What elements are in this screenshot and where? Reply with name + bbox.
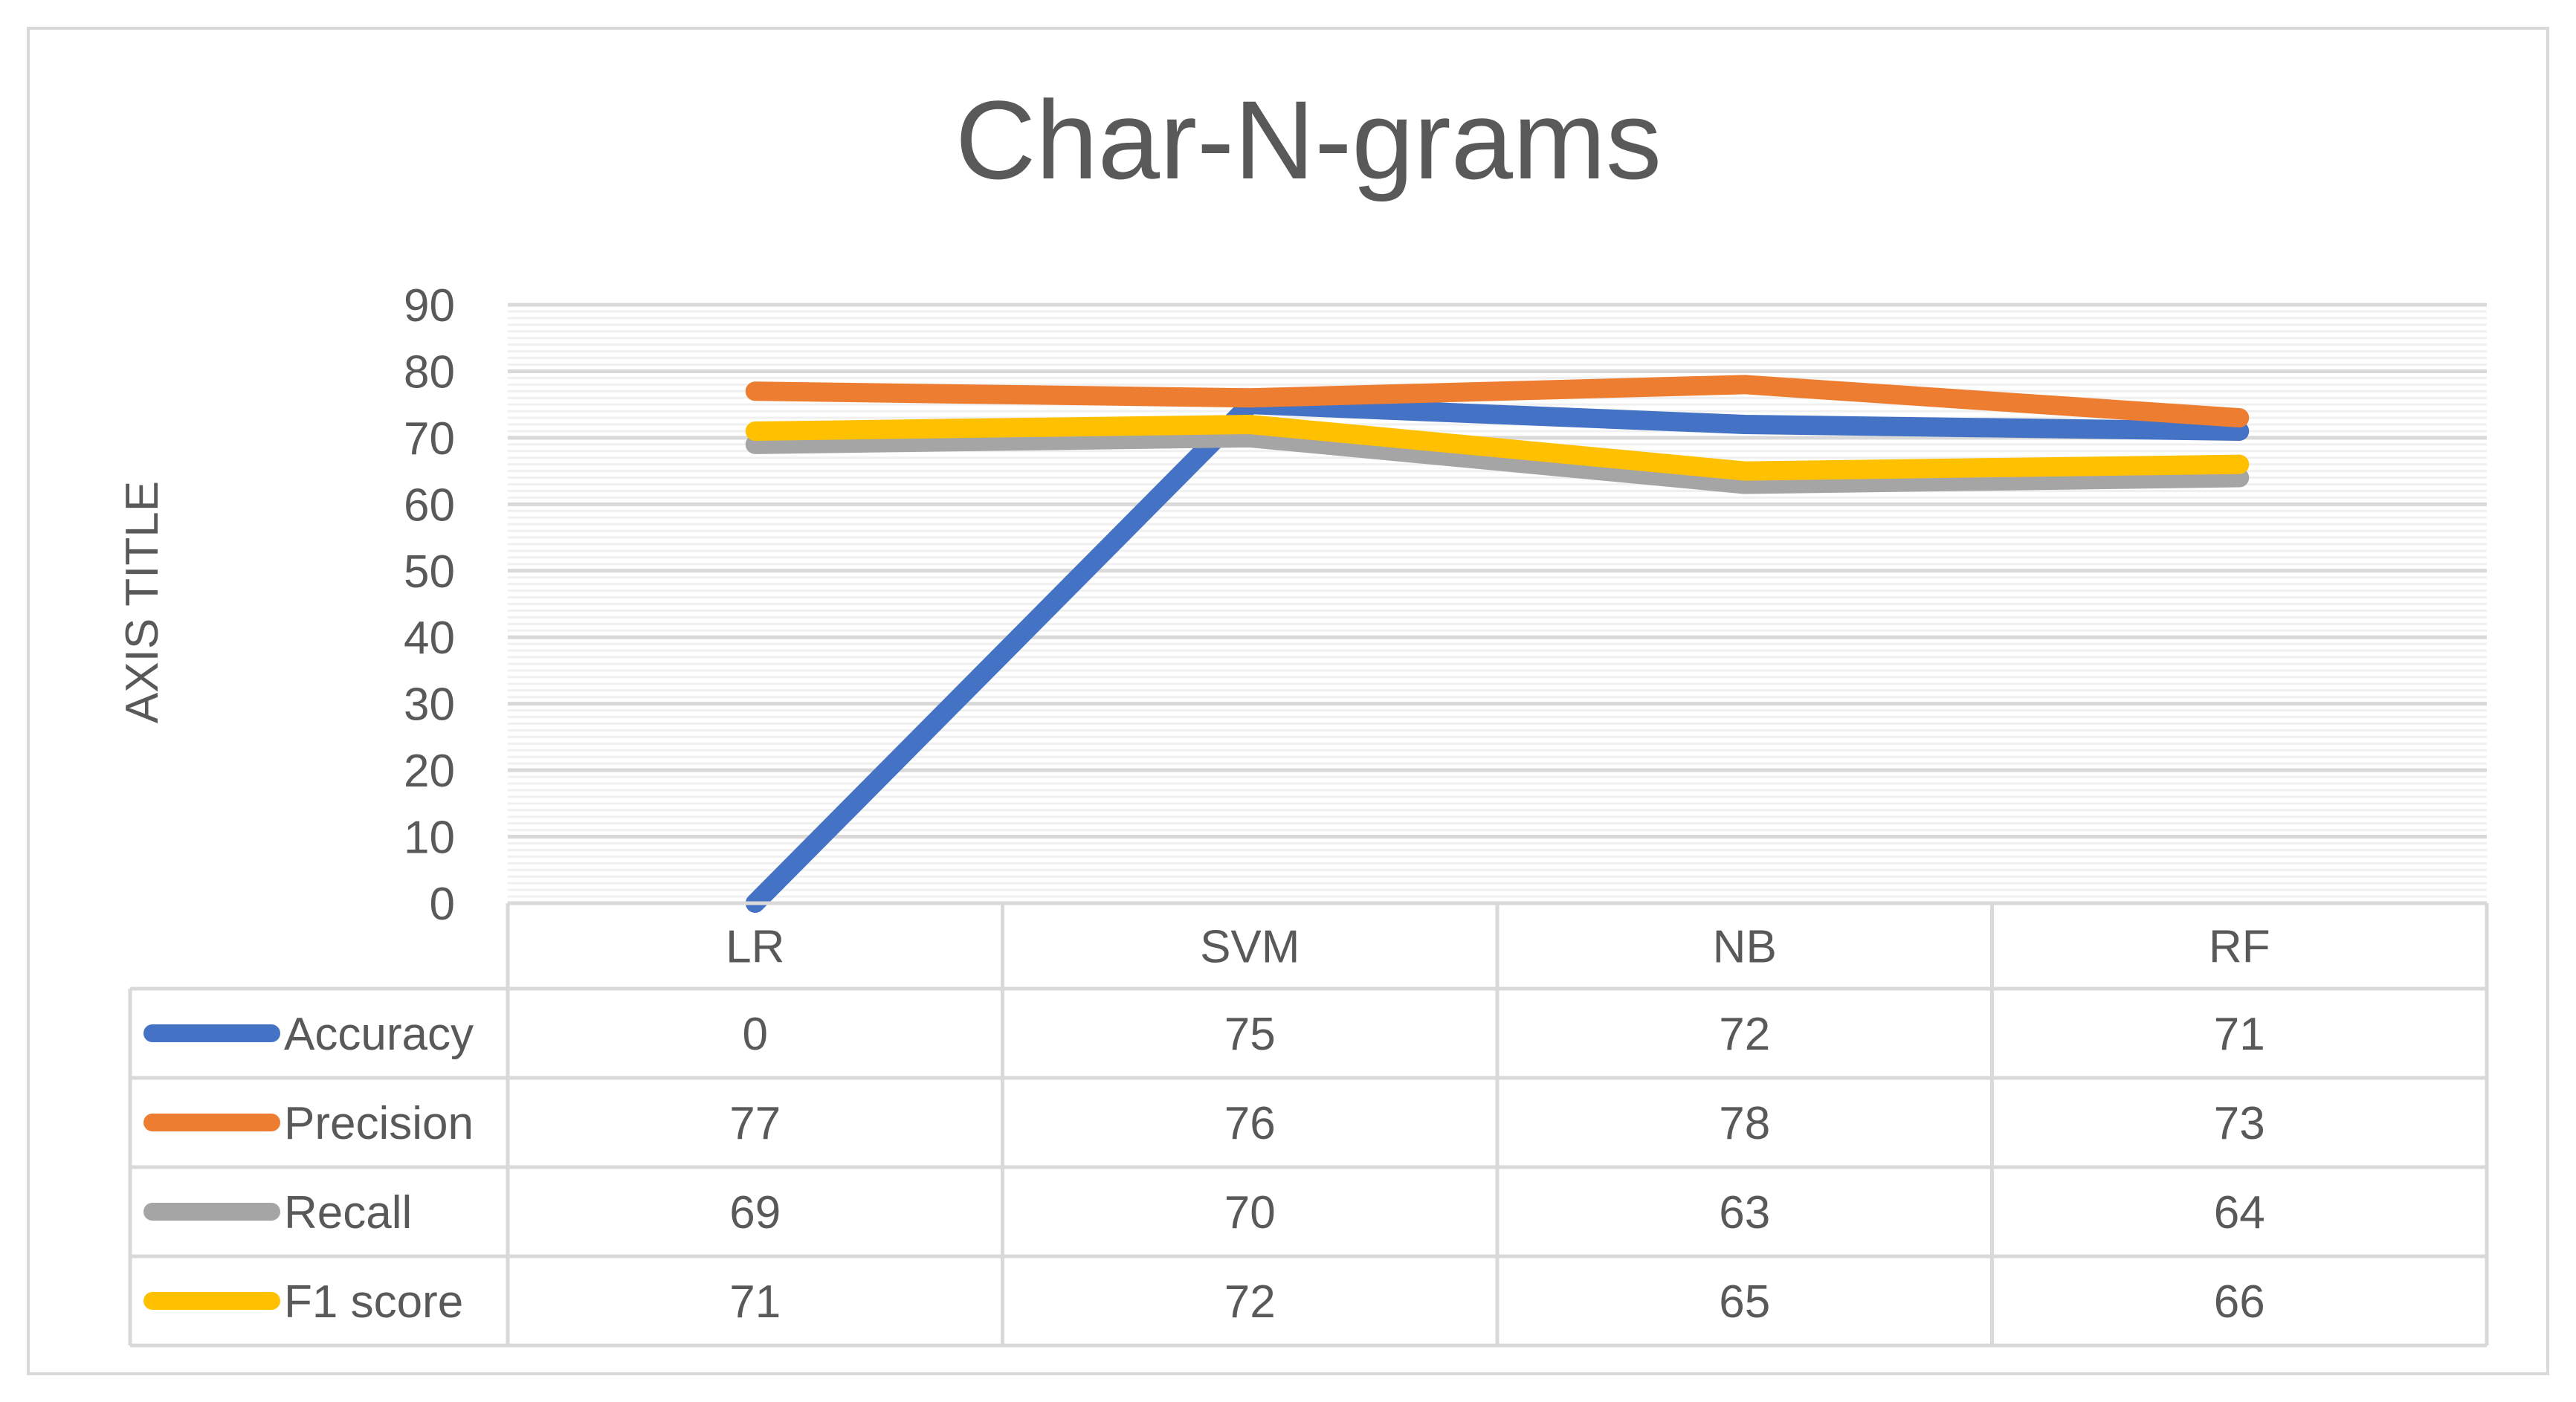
y-tick-label: 20 [404,746,455,797]
y-tick-label: 10 [404,813,455,864]
y-tick-label: 40 [404,613,455,664]
data-table-value: 73 [2214,1098,2265,1149]
data-table: LR SVM NB RF Accuracy 0 75 72 71 Precision 77 76 78 7… [128,901,2489,1348]
y-tick-label: 60 [404,479,455,531]
x-category-label: SVM [1200,922,1300,973]
data-point [2238,477,2241,479]
data-table-value: 72 [1719,1009,1770,1060]
data-table-value: 0 [743,1009,768,1060]
series-lines [745,375,2250,913]
y-tick-label: 70 [404,413,455,465]
data-point [1249,397,1251,399]
data-table-value: 76 [1224,1098,1276,1149]
data-table-value: 71 [729,1276,781,1328]
data-point [2238,417,2241,419]
data-table-value: 70 [1224,1187,1276,1238]
legend-label: Precision [284,1098,474,1149]
y-axis-ticks: 0 10 20 30 40 50 60 70 80 90 [404,280,455,930]
series-line-precision [745,375,2250,428]
legend-label: Accuracy [284,1009,474,1060]
data-point [1249,436,1251,439]
data-point [1743,470,1746,472]
data-table-value: 72 [1224,1276,1276,1328]
data-point [1743,384,1746,386]
data-point [754,430,756,432]
data-point [1743,483,1746,485]
data-table-value: 64 [2214,1187,2265,1238]
legend-label: F1 score [284,1276,463,1328]
data-point [1249,424,1251,425]
data-table-value: 66 [2214,1276,2265,1328]
y-tick-label: 90 [404,280,455,332]
chart-border [27,27,2549,1375]
y-tick-label: 0 [430,879,455,930]
data-table-value: 71 [2214,1009,2265,1060]
data-point [754,443,756,445]
x-category-label: LR [726,922,784,973]
y-axis-label: AXIS TITLE [117,481,168,723]
y-tick-label: 30 [404,679,455,731]
data-point [754,390,756,393]
data-table-value: 69 [729,1187,781,1238]
x-category-label: NB [1713,922,1777,973]
series-line-recall [745,427,2250,494]
y-tick-label: 80 [404,346,455,398]
data-table-value: 65 [1719,1276,1770,1328]
data-table-value: 78 [1719,1098,1770,1149]
data-point [2238,430,2241,432]
data-point [1743,424,1746,425]
data-point [2238,463,2241,465]
y-tick-label: 50 [404,546,455,598]
data-table-value: 75 [1224,1009,1276,1060]
legend-label: Recall [284,1187,412,1238]
data-table-value: 63 [1719,1187,1770,1238]
x-category-label: RF [2209,922,2270,973]
data-table-value: 77 [729,1098,781,1149]
chart-title: Char-N-grams [955,77,1662,202]
series-line-accuracy [745,395,2250,913]
series-line-f1-score [745,415,2250,481]
